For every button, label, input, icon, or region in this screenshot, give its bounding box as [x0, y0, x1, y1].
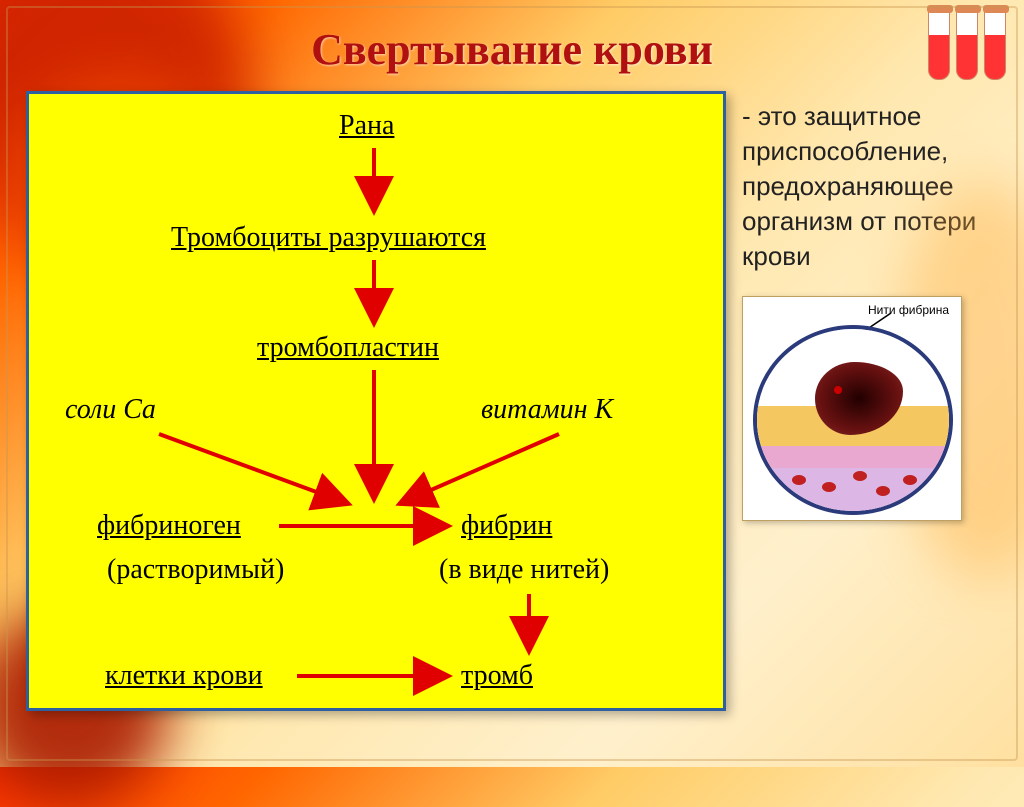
edge-vitk-conv	[399, 434, 559, 504]
fibrin-illustration: Нити фибрина	[742, 296, 962, 521]
coagulation-flowchart: Рана Тромбоциты разрушаются тромбопластин с…	[26, 91, 726, 711]
node-thromboplastin: тромбопластин	[257, 332, 439, 364]
node-vitk: витамин К	[481, 394, 613, 426]
test-tubes-icon	[928, 10, 1006, 80]
wound-cross-section	[753, 325, 953, 515]
node-fibrinogen: фибриноген	[97, 510, 241, 542]
node-soluble: (растворимый)	[107, 554, 284, 586]
definition-panel: - это защитное приспособление, предохран…	[742, 91, 998, 711]
node-thrombus: тромб	[461, 660, 533, 692]
node-wound: Рана	[339, 110, 394, 142]
node-fibrin: фибрин	[461, 510, 552, 542]
edge-ca-conv	[159, 434, 349, 504]
node-platelets: Тромбоциты разрушаются	[171, 222, 486, 254]
node-ca: соли Ca	[65, 394, 156, 426]
node-cells: клетки крови	[105, 660, 263, 692]
node-threads: (в виде нитей)	[439, 554, 609, 586]
